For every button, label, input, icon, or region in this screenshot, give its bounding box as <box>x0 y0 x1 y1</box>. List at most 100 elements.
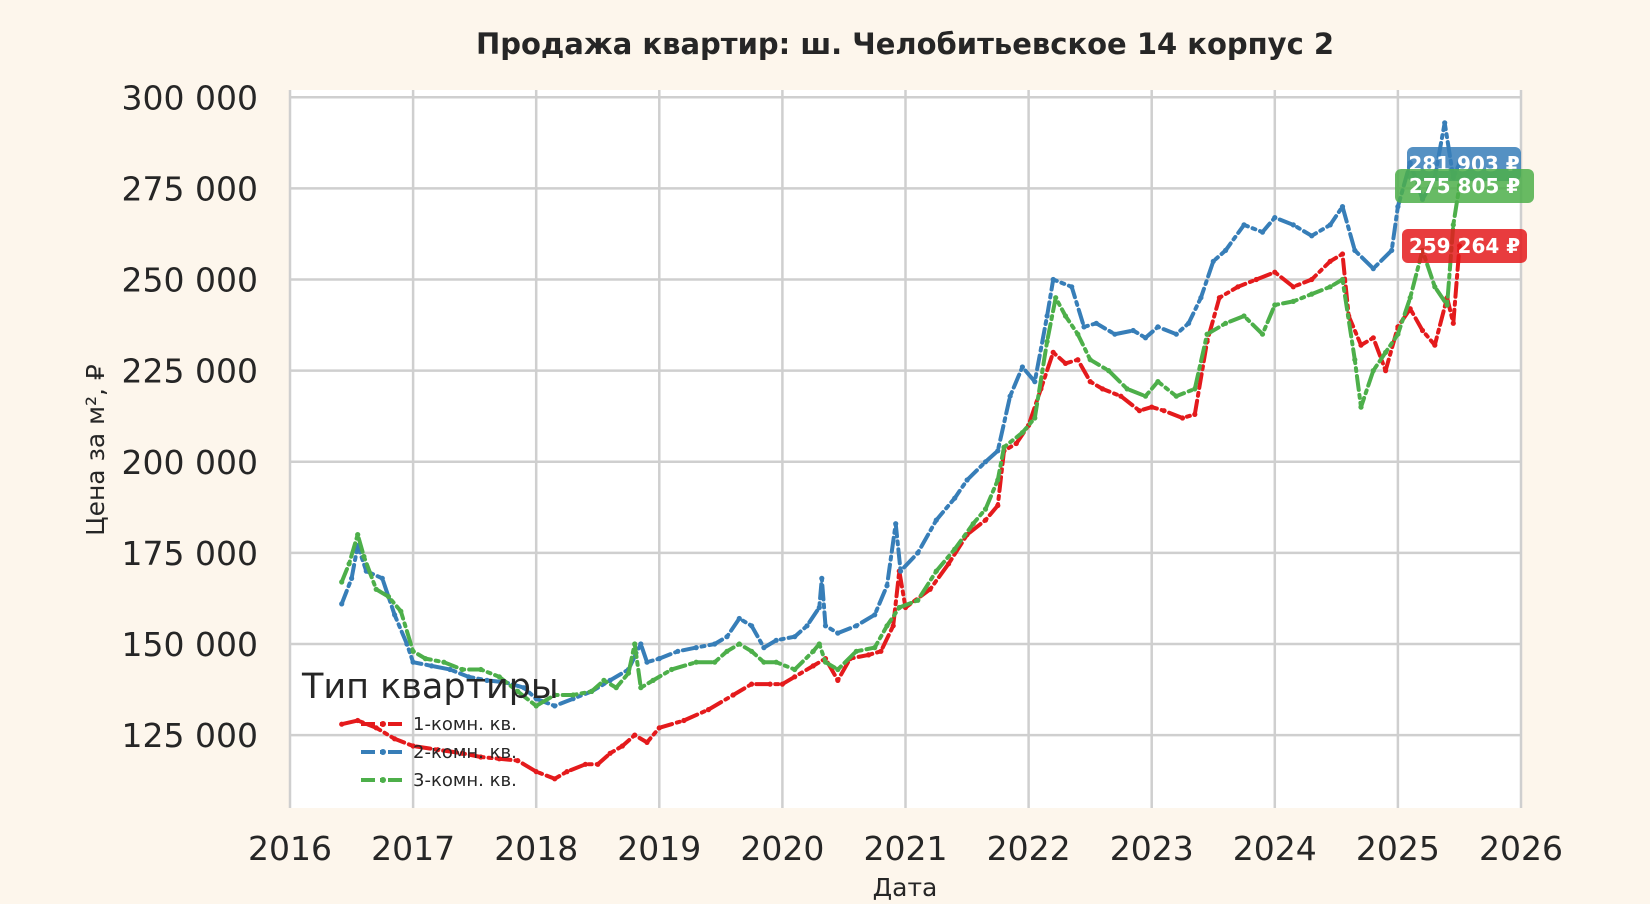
data-point <box>1442 120 1448 126</box>
data-point <box>1210 258 1216 264</box>
x-axis-ticks: 2016 2017 2018 2019 2020 2021 2022 2023 2024 2025… <box>248 829 1563 868</box>
data-point <box>644 739 650 746</box>
series-line-2 <box>339 120 1462 708</box>
data-point <box>1327 284 1333 290</box>
data-point <box>1186 320 1192 326</box>
data-point <box>816 604 822 611</box>
data-point <box>404 641 410 647</box>
legend-label: 3-комн. кв. <box>413 770 517 791</box>
data-point <box>1370 368 1376 374</box>
data-point <box>632 641 638 647</box>
data-point <box>1032 379 1038 385</box>
data-point <box>1358 404 1364 410</box>
data-point <box>872 612 878 618</box>
data-point <box>1118 393 1124 399</box>
data-point <box>619 743 626 749</box>
data-point <box>1259 331 1266 337</box>
data-point <box>595 761 601 767</box>
data-point <box>1290 222 1296 228</box>
y-tick-label: 150 000 <box>122 625 258 664</box>
data-point <box>1081 324 1087 330</box>
data-point <box>632 732 638 738</box>
data-point <box>1062 313 1069 319</box>
data-point <box>1019 364 1025 370</box>
data-point <box>601 677 607 684</box>
data-point <box>792 666 798 673</box>
data-point <box>1106 368 1112 374</box>
data-point <box>810 648 816 654</box>
data-point <box>1019 430 1025 436</box>
data-point <box>521 685 527 691</box>
data-point <box>1155 379 1161 385</box>
data-point <box>355 532 361 538</box>
data-point <box>1179 415 1186 421</box>
data-point <box>995 502 1001 509</box>
data-point <box>1327 258 1333 264</box>
data-point <box>644 659 650 665</box>
data-point <box>1290 298 1296 304</box>
data-point <box>1309 291 1315 297</box>
data-point <box>1352 357 1358 363</box>
data-point <box>429 663 435 669</box>
data-point <box>1192 386 1198 392</box>
data-point <box>361 553 367 560</box>
grid <box>288 90 1523 808</box>
data-point <box>478 666 484 673</box>
data-point <box>952 495 958 501</box>
data-point <box>1290 284 1296 290</box>
data-point <box>613 685 619 691</box>
data-point <box>478 754 484 760</box>
data-point <box>1130 327 1136 334</box>
data-point <box>1044 338 1050 345</box>
data-point <box>835 666 841 673</box>
data-point <box>1032 415 1038 421</box>
data-point <box>552 692 558 698</box>
data-point <box>1272 215 1278 221</box>
data-point <box>638 685 644 691</box>
data-point <box>1241 222 1247 228</box>
data-point <box>1370 266 1376 272</box>
y-tick-label: 250 000 <box>122 261 258 300</box>
x-axis-label: Дата <box>873 873 938 900</box>
data-point <box>1007 393 1013 399</box>
data-point <box>570 692 576 698</box>
data-point <box>927 586 933 592</box>
chart-title: Продажа квартир: ш. Челобитьевское 14 ко… <box>476 27 1334 61</box>
data-point <box>552 703 558 709</box>
data-point <box>564 769 570 775</box>
data-point <box>1223 247 1229 253</box>
data-point <box>792 634 798 640</box>
data-point <box>681 717 687 724</box>
data-point <box>1075 331 1081 337</box>
data-point <box>792 674 798 680</box>
x-tick-label: 2022 <box>987 829 1071 868</box>
x-tick-label: 2016 <box>248 829 332 868</box>
data-point <box>339 601 345 607</box>
x-tick-label: 2020 <box>740 829 824 868</box>
data-point <box>767 681 773 687</box>
data-point <box>1204 331 1210 337</box>
data-point <box>773 659 779 665</box>
data-point <box>853 648 859 654</box>
data-point <box>1395 204 1401 210</box>
data-point <box>982 459 989 465</box>
data-point <box>884 623 890 629</box>
data-point <box>933 568 939 574</box>
y-tick-label: 200 000 <box>122 443 258 482</box>
data-point <box>712 659 718 665</box>
data-point <box>1136 408 1142 414</box>
data-point <box>724 634 730 640</box>
data-point <box>1253 276 1259 283</box>
data-point <box>1339 204 1346 210</box>
data-point <box>1370 335 1376 341</box>
data-point <box>392 612 398 618</box>
series-line-1 <box>339 243 1462 781</box>
data-point <box>915 597 921 603</box>
data-point <box>1241 313 1247 319</box>
data-point <box>346 561 352 567</box>
data-point <box>890 623 896 629</box>
data-point <box>533 703 539 709</box>
data-point <box>898 568 904 574</box>
data-point <box>1093 320 1099 326</box>
x-tick-label: 2024 <box>1233 829 1317 868</box>
